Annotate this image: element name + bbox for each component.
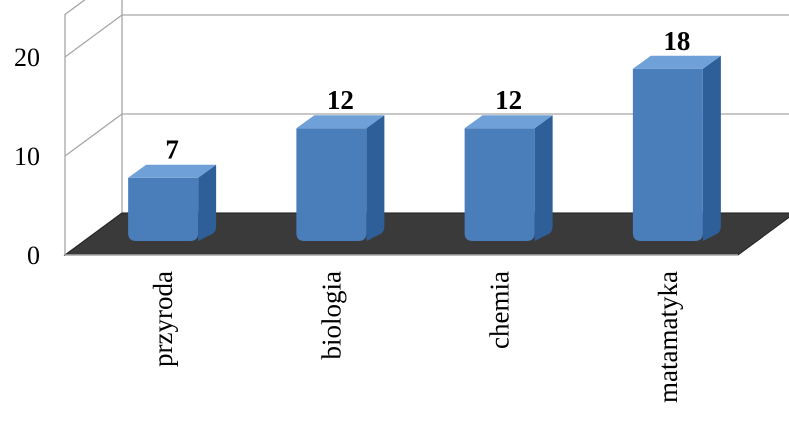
x-axis-categories: przyroda biologia chemia matamatyka <box>148 271 683 403</box>
data-label: 7 <box>165 135 179 165</box>
gridline <box>64 113 789 157</box>
bar-top <box>632 55 721 69</box>
data-labels: 7 12 12 18 <box>165 26 690 165</box>
y-tick-label: 0 <box>27 241 40 270</box>
category-label: chemia <box>485 271 515 349</box>
y-tick-label: 10 <box>14 142 40 171</box>
bar-chemia <box>464 115 553 241</box>
chart-floor <box>63 212 789 256</box>
data-label: 18 <box>663 26 690 56</box>
bar-front <box>296 128 367 241</box>
category-label: matamatyka <box>653 271 683 403</box>
bar-front <box>464 128 535 241</box>
bar-front <box>632 68 703 241</box>
bar-biologia <box>296 115 385 241</box>
y-tick-label: 20 <box>14 43 40 72</box>
category-label: biologia <box>316 271 346 360</box>
bar-side <box>366 115 385 241</box>
gridline <box>64 14 789 58</box>
bar-front <box>128 177 199 241</box>
data-label: 12 <box>327 85 354 115</box>
bar-top <box>296 115 385 129</box>
category-label: przyroda <box>148 271 178 367</box>
bar-przyroda <box>128 164 217 241</box>
bar-side <box>198 164 217 241</box>
bar-top <box>464 115 553 129</box>
bars <box>128 55 721 241</box>
bar-matamatyka <box>632 55 721 241</box>
bar-top <box>128 164 217 178</box>
bar-side <box>534 115 553 241</box>
y-axis-ticks: 0 10 20 <box>14 43 40 270</box>
side-wall <box>64 0 123 257</box>
data-label: 12 <box>495 85 522 115</box>
bar-side <box>702 55 721 241</box>
